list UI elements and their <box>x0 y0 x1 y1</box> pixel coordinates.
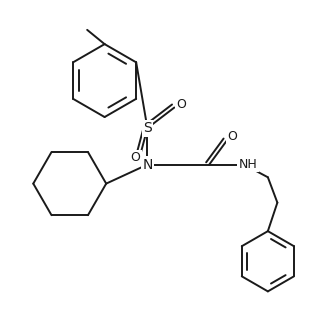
Text: O: O <box>227 129 237 142</box>
Text: O: O <box>130 151 140 164</box>
Text: O: O <box>176 98 186 111</box>
Text: S: S <box>143 121 152 135</box>
Text: N: N <box>142 157 152 171</box>
Text: NH: NH <box>238 158 257 171</box>
